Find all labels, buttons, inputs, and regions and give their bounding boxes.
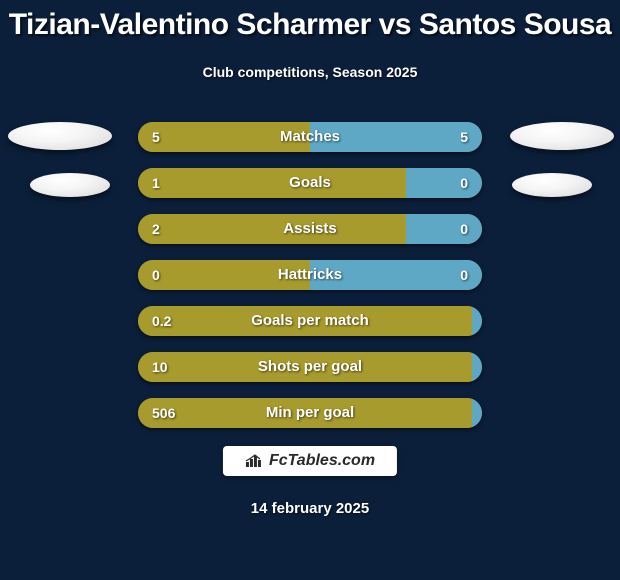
stat-bar-right	[406, 168, 482, 198]
stat-row: Min per goal506	[138, 398, 482, 428]
stat-bar-track	[138, 168, 482, 198]
subtitle: Club competitions, Season 2025	[0, 64, 620, 80]
player-left-avatar	[8, 122, 112, 150]
stat-bar-right	[310, 260, 482, 290]
stat-bar-track	[138, 352, 482, 382]
stat-row: Goals per match0.2	[138, 306, 482, 336]
stat-row: Matches55	[138, 122, 482, 152]
stat-row: Shots per goal10	[138, 352, 482, 382]
player-right-club-badge	[512, 173, 592, 197]
stat-bar-left	[138, 398, 472, 428]
comparison-infographic: Tizian-Valentino Scharmer vs Santos Sous…	[0, 0, 620, 580]
stat-bar-right	[472, 306, 482, 336]
watermark-text: FcTables.com	[269, 452, 375, 470]
watermark: FcTables.com	[223, 446, 397, 476]
stat-bar-left	[138, 122, 310, 152]
stat-bar-track	[138, 260, 482, 290]
stat-bar-right	[472, 398, 482, 428]
stat-bar-left	[138, 306, 472, 336]
bar-chart-icon	[245, 454, 263, 468]
page-title: Tizian-Valentino Scharmer vs Santos Sous…	[0, 8, 620, 42]
stat-bar-track	[138, 306, 482, 336]
stat-bar-left	[138, 352, 472, 382]
stat-bar-left	[138, 214, 406, 244]
stat-bars: Matches55 Goals10 Assists20 Hattricks00 Goal…	[138, 122, 482, 444]
player-right-avatar	[510, 122, 614, 150]
stat-bar-right	[406, 214, 482, 244]
stat-bar-track	[138, 398, 482, 428]
stat-row: Assists20	[138, 214, 482, 244]
date-label: 14 february 2025	[0, 500, 620, 517]
stat-row: Hattricks00	[138, 260, 482, 290]
stat-bar-right	[472, 352, 482, 382]
stat-row: Goals10	[138, 168, 482, 198]
player-left-club-badge	[30, 173, 110, 197]
stat-bar-left	[138, 168, 406, 198]
stat-bar-left	[138, 260, 310, 290]
stat-bar-right	[310, 122, 482, 152]
stat-bar-track	[138, 214, 482, 244]
stat-bar-track	[138, 122, 482, 152]
